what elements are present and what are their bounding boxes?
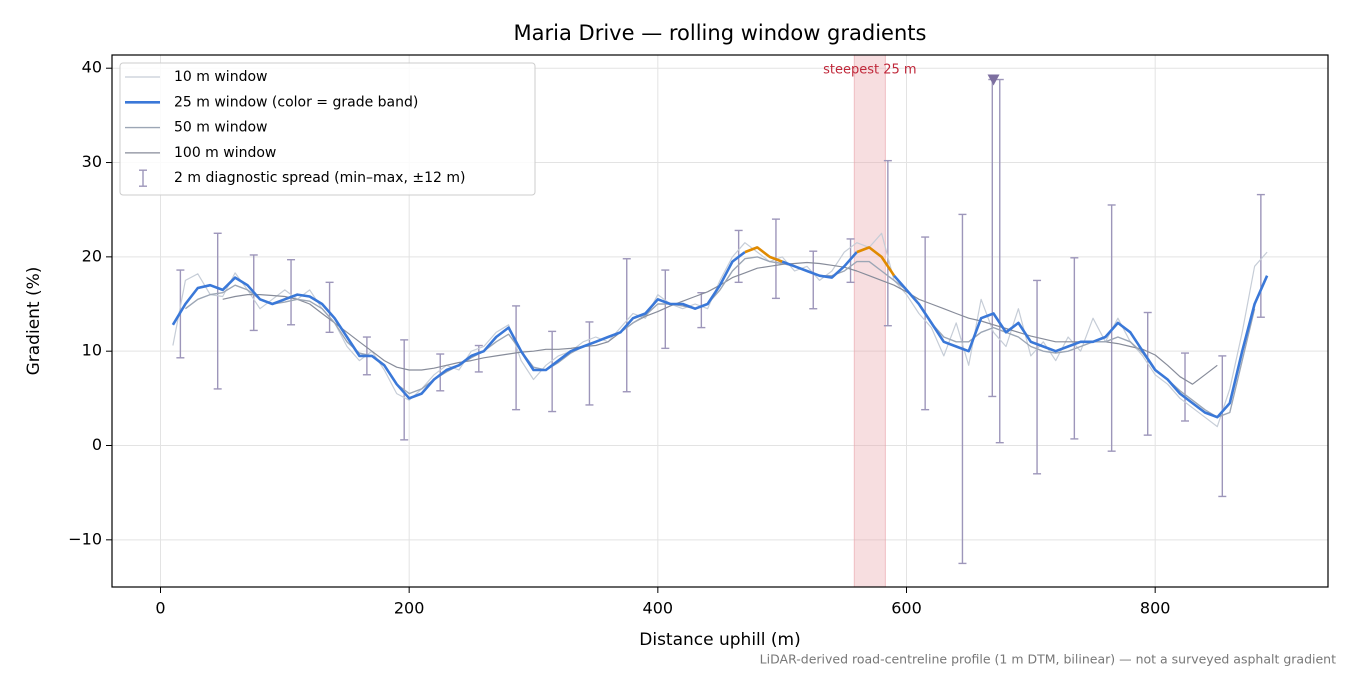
y-tick-label: −10 — [68, 529, 102, 548]
steepest-band — [853, 54, 886, 588]
y-tick-label: 20 — [82, 246, 102, 265]
y-tick-label: 0 — [92, 435, 102, 454]
legend-label: 10 m window — [174, 69, 267, 85]
steepest-label: steepest 25 m — [823, 63, 916, 78]
x-tick-label: 400 — [643, 599, 674, 618]
x-tick-label: 600 — [891, 599, 922, 618]
series-line — [171, 251, 746, 400]
legend-label: 100 m window — [174, 145, 276, 161]
legend-box — [119, 62, 536, 196]
series-line — [781, 251, 858, 279]
y-tick-label: 40 — [82, 58, 102, 77]
legend-label: 2 m diagnostic spread (min–max, ±12 m) — [174, 170, 465, 186]
y-tick-label: 30 — [82, 152, 102, 171]
x-tick-label: 800 — [1140, 599, 1171, 618]
series-line — [184, 256, 1256, 418]
legend-label: 50 m window — [174, 120, 267, 136]
peak-marker — [987, 74, 1000, 86]
series-line — [172, 232, 1268, 428]
series-line — [893, 274, 1269, 419]
legend-label: 25 m window (color = grade band) — [174, 94, 418, 110]
legend: 10 m window 25 m window (color = grade ba… — [119, 62, 536, 196]
series-line — [744, 246, 783, 263]
x-tick-label: 200 — [394, 599, 425, 618]
y-tick-label: 10 — [82, 341, 102, 360]
x-tick-label: 0 — [155, 599, 165, 618]
series-line — [856, 246, 896, 277]
x-axis-label: Distance uphill (m) — [639, 630, 800, 650]
axes-frame — [111, 54, 1329, 588]
y-axis-label: Gradient (%) — [24, 267, 44, 376]
chart-title: Maria Drive — rolling window gradients — [514, 21, 927, 45]
footnote: LiDAR-derived road-centreline profile (1… — [760, 652, 1336, 667]
